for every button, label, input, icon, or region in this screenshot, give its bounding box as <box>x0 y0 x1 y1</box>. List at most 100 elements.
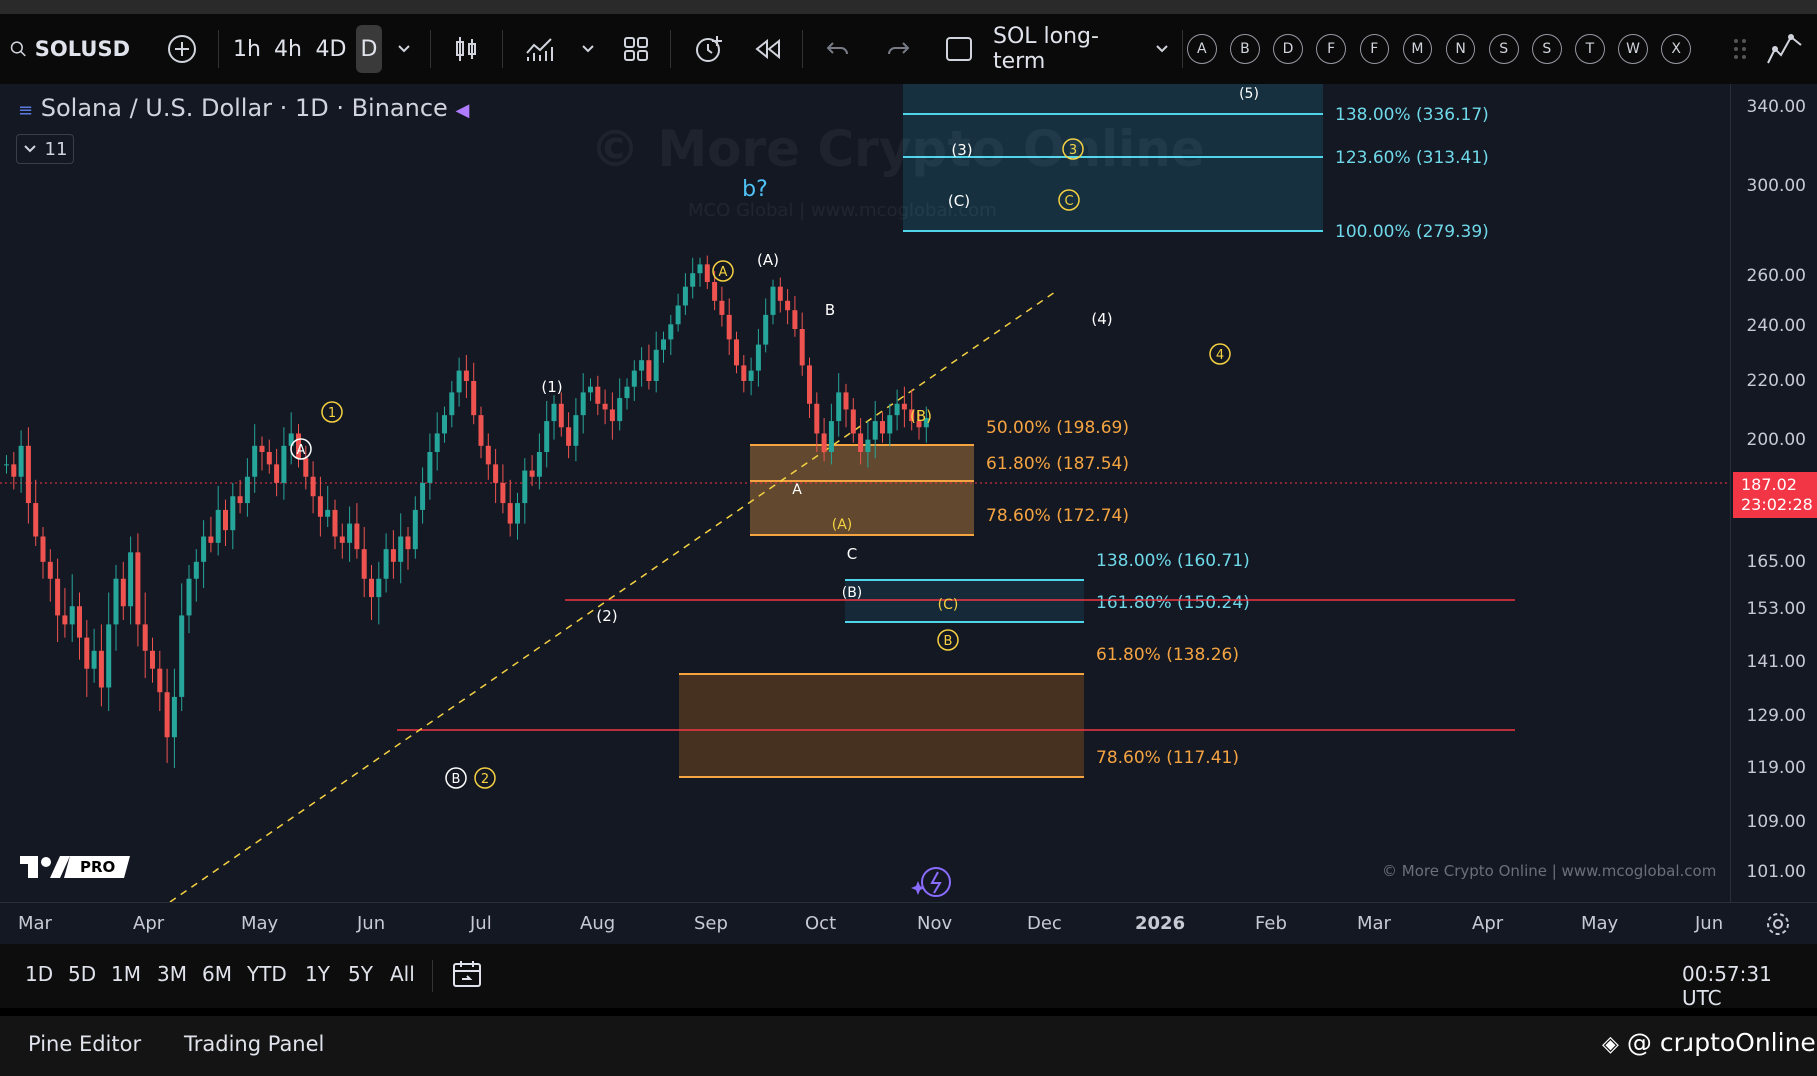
price-axis[interactable]: 340.00 300.00 260.00 240.00 220.00 200.0… <box>1730 84 1817 902</box>
replay-button[interactable] <box>752 14 784 84</box>
letter-button-s[interactable]: S <box>1488 34 1519 64</box>
layout-name[interactable]: SOL long-term <box>993 24 1099 74</box>
range-6m[interactable]: 6M <box>202 962 232 986</box>
drag-handle[interactable] <box>1720 14 1760 84</box>
candle-body <box>91 650 97 669</box>
go-to-date-button[interactable] <box>452 960 484 994</box>
range-ytd[interactable]: YTD <box>247 962 287 986</box>
candle-body <box>734 339 739 366</box>
candle-body <box>631 370 637 387</box>
candle-body <box>916 421 922 428</box>
elliott-tool-button[interactable] <box>1760 14 1810 84</box>
wave-label-b: B <box>825 301 835 319</box>
wave-label-c-paren: (C) <box>948 192 970 210</box>
wave-label-3: 3 <box>1069 143 1077 158</box>
candle-body <box>288 433 294 446</box>
layout-select-button[interactable] <box>942 14 976 84</box>
candle-body <box>215 509 221 543</box>
candle-body <box>113 578 119 625</box>
price-chart[interactable]: 138.00% (336.17) 123.60% (313.41) 100.00% … <box>0 84 1730 902</box>
range-5y[interactable]: 5Y <box>348 962 373 986</box>
indicators-dropdown[interactable] <box>576 14 600 84</box>
letter-button-t[interactable]: T <box>1575 34 1605 64</box>
pine-editor-tab[interactable]: Pine Editor <box>28 1032 142 1056</box>
watermark-main: © More Crypto Online <box>590 120 1205 178</box>
add-symbol-button[interactable] <box>164 14 200 84</box>
rectangle-icon <box>946 37 972 61</box>
letter-button-w[interactable]: W <box>1618 34 1648 64</box>
candle-body <box>529 470 535 477</box>
time-label: May <box>241 913 279 934</box>
candle-body <box>55 578 61 616</box>
plus-circle-icon <box>168 35 196 63</box>
candle-body <box>726 314 732 340</box>
candle-body <box>741 365 747 381</box>
range-all[interactable]: All <box>390 962 415 986</box>
range-3m[interactable]: 3M <box>157 962 187 986</box>
candle-body <box>383 549 389 579</box>
wave-label-a: A <box>792 482 802 498</box>
share-icon[interactable]: ◀ <box>455 100 470 121</box>
alert-button[interactable] <box>690 14 728 84</box>
symbol-search[interactable]: SOLUSD <box>10 14 130 84</box>
indicators-toggle[interactable]: 11 <box>16 134 74 164</box>
layout-dropdown[interactable] <box>1150 14 1174 84</box>
bar-style-button[interactable] <box>450 14 482 84</box>
wave-label-2-ring <box>474 767 496 789</box>
price-label: 153.00 <box>1746 599 1806 619</box>
wave-label-b-circled: B <box>452 772 461 787</box>
letter-button-f[interactable]: F <box>1316 34 1346 64</box>
time-axis[interactable]: Mar Apr May Jun Jul Aug Sep Oct Nov Dec … <box>0 902 1817 945</box>
utc-clock[interactable]: 00:57:31 UTC <box>1682 962 1772 1010</box>
candle-body <box>909 409 915 422</box>
letter-button-b[interactable]: B <box>1230 34 1260 64</box>
interval-1h[interactable]: 1h <box>233 36 261 62</box>
interval-d[interactable]: D <box>356 25 382 73</box>
redo-button[interactable] <box>882 14 914 84</box>
letter-button-n[interactable]: N <box>1445 34 1476 64</box>
range-5d[interactable]: 5D <box>68 962 97 986</box>
candle-body <box>770 286 776 315</box>
settings-button[interactable] <box>1765 911 1791 941</box>
price-label: 340.00 <box>1746 97 1806 117</box>
layouts-button[interactable] <box>620 14 652 84</box>
chart-area[interactable]: 138.00% (336.17) 123.60% (313.41) 100.00% … <box>0 84 1730 902</box>
candle-body <box>274 464 280 483</box>
candle-body <box>923 418 929 428</box>
range-1y[interactable]: 1Y <box>305 962 330 986</box>
candle-body <box>858 433 864 452</box>
price-label: 165.00 <box>1746 552 1806 572</box>
interval-dropdown[interactable] <box>392 14 416 84</box>
candle-body <box>33 503 39 537</box>
interval-4d[interactable]: 4D <box>315 36 347 62</box>
letter-button-m[interactable]: M <box>1402 34 1433 64</box>
candle-body <box>872 421 878 440</box>
wave-label-2-paren: (2) <box>596 607 617 625</box>
candle-body <box>580 392 586 416</box>
undo-button[interactable] <box>822 14 854 84</box>
indicators-button[interactable] <box>522 14 558 84</box>
credit-text: © More Crypto Online | www.mcoglobal.com <box>1382 862 1717 880</box>
letter-button-a[interactable]: A <box>1187 34 1217 64</box>
time-label: Jun <box>357 913 386 934</box>
price-label: 101.00 <box>1746 862 1806 882</box>
letter-button-x[interactable]: X <box>1661 34 1691 64</box>
wave-label-c-circled-ring <box>1058 189 1080 211</box>
range-1d[interactable]: 1D <box>25 962 54 986</box>
candle-body <box>339 536 345 543</box>
letter-button-d[interactable]: D <box>1273 34 1303 64</box>
candle-body <box>463 370 469 381</box>
letter-button-f2[interactable]: F <box>1359 34 1390 64</box>
letter-button-s2[interactable]: S <box>1532 34 1562 64</box>
candle-body <box>303 458 309 477</box>
divider <box>218 30 219 68</box>
candle-body <box>281 445 287 483</box>
top-strip <box>0 0 1817 14</box>
interval-4h[interactable]: 4h <box>274 36 302 62</box>
trading-panel-tab[interactable]: Trading Panel <box>184 1032 325 1056</box>
range-1m[interactable]: 1M <box>111 962 141 986</box>
ai-assistant-button[interactable] <box>910 864 954 902</box>
candle-body <box>493 464 499 483</box>
current-price-badge: 187.02 23:02:28 <box>1733 472 1817 518</box>
candle-body <box>25 445 31 504</box>
